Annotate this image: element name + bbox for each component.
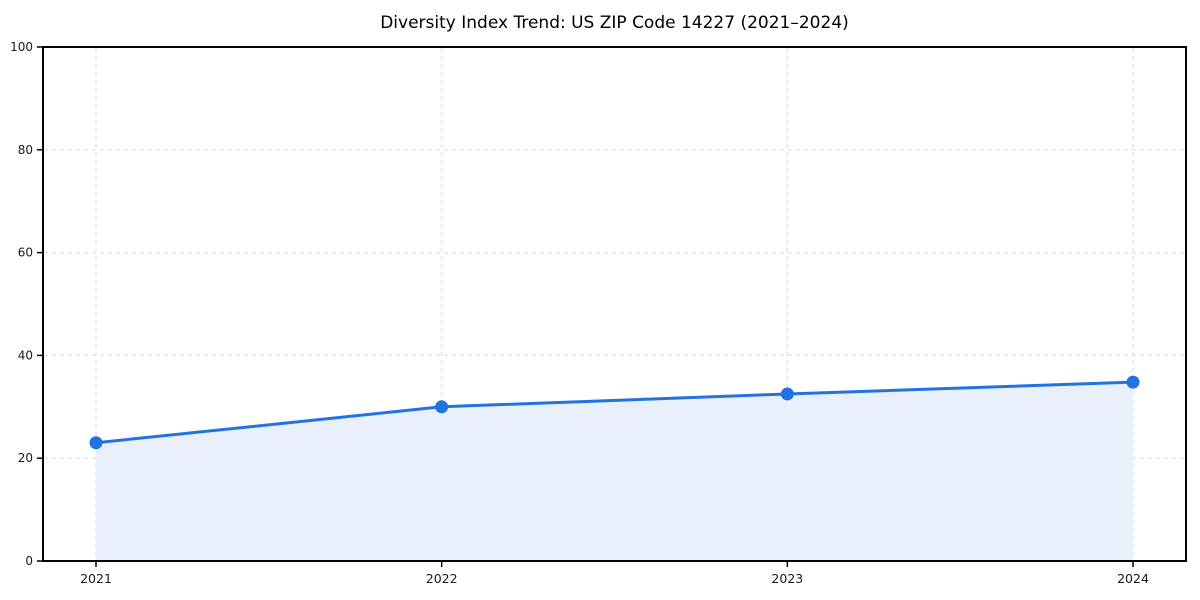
trend-line xyxy=(94,380,1135,445)
data-point-2024 xyxy=(1126,375,1140,389)
y-axis-tick-label: 40 xyxy=(18,348,33,362)
y-axis-tick-label: 0 xyxy=(25,554,33,568)
area-fill xyxy=(96,382,1133,561)
x-axis-tick-label: 2022 xyxy=(426,571,458,586)
y-axis-tick-label: 100 xyxy=(10,40,33,54)
data-point-2022 xyxy=(435,400,449,414)
data-point-2023 xyxy=(780,387,794,401)
x-axis-tick-label: 2024 xyxy=(1117,571,1149,586)
data-point-2021 xyxy=(89,436,103,450)
y-axis-tick-label: 80 xyxy=(18,143,33,157)
chart-title: Diversity Index Trend: US ZIP Code 14227… xyxy=(380,13,849,33)
y-axis-tick-label: 60 xyxy=(18,246,33,260)
plot-border xyxy=(42,46,1187,562)
x-axis-tick-label: 2023 xyxy=(771,571,803,586)
x-axis-tick-label: 2021 xyxy=(80,571,112,586)
y-axis-tick-label: 20 xyxy=(18,451,33,465)
